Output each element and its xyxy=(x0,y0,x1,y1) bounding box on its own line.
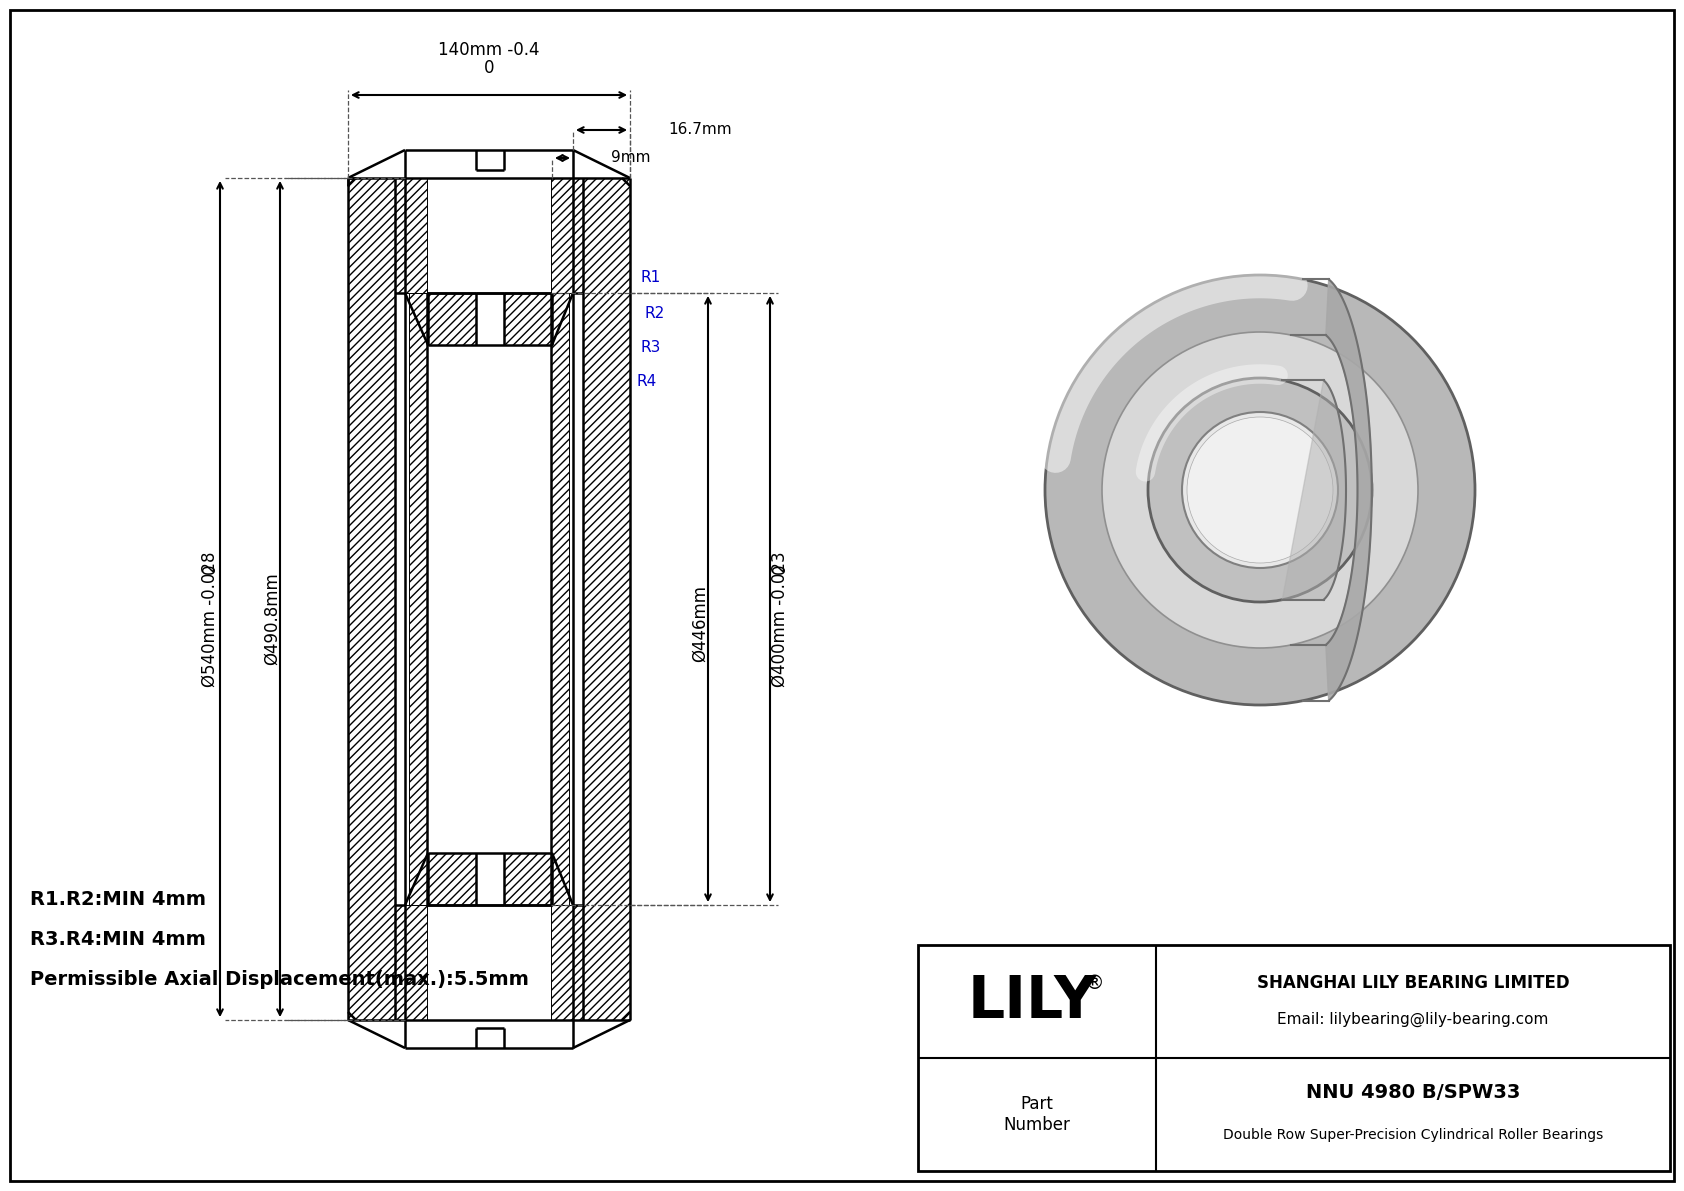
Text: 0: 0 xyxy=(483,60,493,77)
Text: 140mm -0.4: 140mm -0.4 xyxy=(438,40,541,60)
Text: 9mm: 9mm xyxy=(611,150,650,166)
Text: ®: ® xyxy=(1084,974,1103,993)
Text: 0: 0 xyxy=(771,563,790,574)
Text: Ø446mm: Ø446mm xyxy=(690,586,709,662)
Bar xyxy=(504,853,552,905)
Text: Double Row Super-Precision Cylindrical Roller Bearings: Double Row Super-Precision Cylindrical R… xyxy=(1223,1128,1603,1141)
Text: R3.R4:MIN 4mm: R3.R4:MIN 4mm xyxy=(30,930,205,949)
Text: Part
Number: Part Number xyxy=(1004,1095,1071,1134)
Text: Ø400mm -0.023: Ø400mm -0.023 xyxy=(771,551,790,687)
Bar xyxy=(428,853,477,905)
Bar xyxy=(551,177,583,293)
Circle shape xyxy=(1046,275,1475,705)
Bar xyxy=(349,177,396,1019)
Text: R3: R3 xyxy=(640,339,660,355)
Bar xyxy=(396,177,428,293)
Bar xyxy=(504,293,552,345)
Bar xyxy=(551,905,583,1019)
Text: LILY: LILY xyxy=(967,973,1096,1030)
Text: 16.7mm: 16.7mm xyxy=(669,123,731,137)
Text: R2: R2 xyxy=(645,306,665,322)
Bar xyxy=(409,293,428,905)
Circle shape xyxy=(1101,332,1418,648)
Text: R1.R2:MIN 4mm: R1.R2:MIN 4mm xyxy=(30,890,205,909)
Circle shape xyxy=(1187,417,1334,563)
Polygon shape xyxy=(1282,380,1346,600)
Text: SHANGHAI LILY BEARING LIMITED: SHANGHAI LILY BEARING LIMITED xyxy=(1256,974,1569,992)
Text: R4: R4 xyxy=(637,374,657,389)
Bar xyxy=(396,905,428,1019)
Bar xyxy=(918,944,1671,1171)
Circle shape xyxy=(1148,378,1372,601)
Circle shape xyxy=(1182,412,1339,568)
Polygon shape xyxy=(1325,279,1372,700)
Text: Ø490.8mm: Ø490.8mm xyxy=(263,573,281,666)
Text: R1: R1 xyxy=(640,270,660,285)
Text: Email: lilybearing@lily-bearing.com: Email: lilybearing@lily-bearing.com xyxy=(1276,1012,1549,1027)
Bar xyxy=(583,177,630,1019)
Text: 0: 0 xyxy=(200,563,219,574)
Text: NNU 4980 B/SPW33: NNU 4980 B/SPW33 xyxy=(1305,1083,1521,1102)
Text: Ø540mm -0.028: Ø540mm -0.028 xyxy=(200,551,219,687)
Bar xyxy=(428,293,477,345)
Text: Permissible Axial Displacement(max.):5.5mm: Permissible Axial Displacement(max.):5.5… xyxy=(30,969,529,989)
Bar xyxy=(551,293,569,905)
